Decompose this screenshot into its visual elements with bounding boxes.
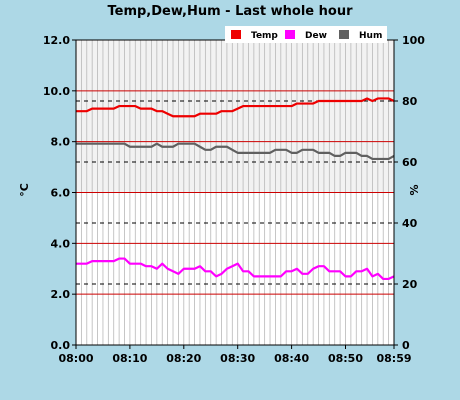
legend-swatch-temp	[231, 30, 241, 39]
left-tick-label: 0.0	[51, 339, 71, 352]
legend-label-hum: Hum	[359, 31, 382, 41]
legend-swatch-dew	[285, 30, 295, 39]
legend: Temp Dew Hum	[225, 26, 387, 43]
legend-swatch-hum	[339, 30, 349, 39]
left-tick-label: 4.0	[51, 237, 71, 250]
right-tick-label: 60	[402, 156, 418, 169]
x-tick-label: 08:59	[376, 352, 411, 365]
legend-label-dew: Dew	[305, 31, 327, 41]
x-tick-label: 08:40	[274, 352, 309, 365]
right-tick-label: 100	[402, 34, 425, 47]
right-axis-label: %	[408, 184, 421, 195]
series-line-dew	[76, 257, 395, 281]
x-tick-label: 08:00	[58, 352, 93, 365]
left-tick-label: 6.0	[51, 187, 71, 200]
left-tick-label: 10.0	[43, 85, 70, 98]
x-tick-label: 08:50	[328, 352, 363, 365]
left-axis-label: °C	[18, 183, 31, 197]
right-tick-label: 40	[402, 217, 418, 230]
left-tick-label: 2.0	[51, 288, 71, 301]
series-layer	[76, 97, 395, 281]
x-tick-label: 08:10	[112, 352, 147, 365]
right-tick-label: 20	[402, 278, 418, 291]
x-tick-label: 08:30	[220, 352, 255, 365]
right-tick-label: 80	[402, 95, 418, 108]
left-tick-label: 8.0	[51, 136, 71, 149]
plot-shaded-band	[76, 40, 394, 192]
left-tick-label: 12.0	[43, 34, 70, 47]
x-axis-ticks: 08:00 08:10 08:20 08:30 08:40 08:50 08:59	[58, 345, 412, 365]
left-axis-ticks: 0.0 2.0 4.0 6.0 8.0 10.0 12.0	[43, 34, 76, 352]
chart-title: Temp,Dew,Hum - Last whole hour	[108, 4, 354, 19]
series-line-temp	[76, 97, 395, 118]
legend-label-temp: Temp	[251, 31, 278, 41]
right-axis-ticks: 0 20 40 60 80 100	[394, 34, 425, 352]
x-tick-label: 08:20	[166, 352, 201, 365]
right-tick-label: 0	[402, 339, 410, 352]
series-line-hum	[76, 142, 395, 161]
